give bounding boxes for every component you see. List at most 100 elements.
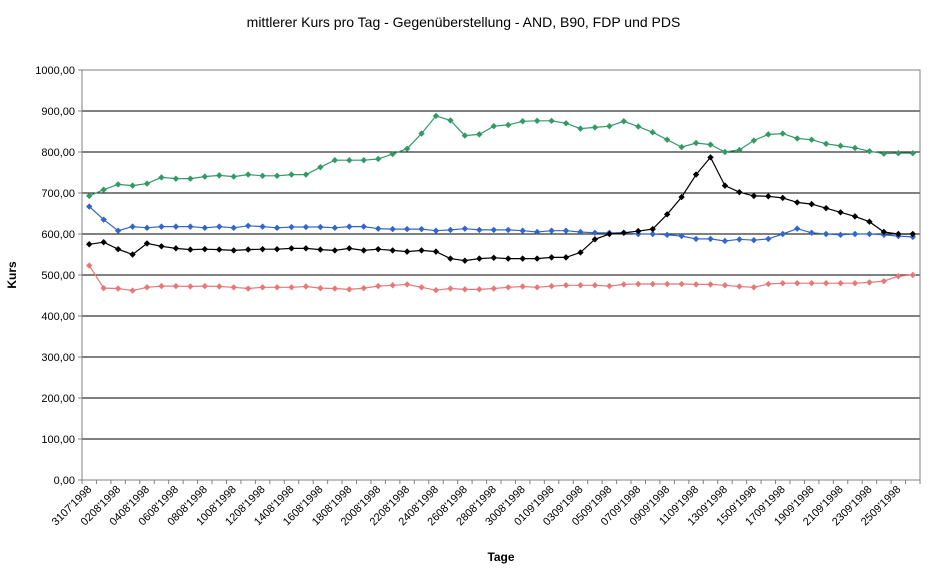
data-point — [302, 171, 310, 178]
data-point — [432, 248, 440, 255]
data-point — [721, 182, 729, 189]
y-tick-label: 700,00 — [41, 188, 75, 200]
data-point — [129, 182, 136, 189]
data-point — [244, 222, 252, 229]
data-point — [793, 135, 801, 142]
data-point — [692, 235, 700, 243]
data-point — [302, 245, 310, 252]
data-point — [288, 171, 295, 178]
data-point — [143, 240, 151, 247]
data-point — [244, 285, 252, 292]
data-point — [591, 124, 599, 131]
data-point — [317, 246, 324, 253]
data-point — [143, 180, 151, 187]
data-point — [866, 279, 873, 286]
data-point — [866, 218, 873, 225]
data-point — [606, 122, 613, 130]
data-point — [346, 223, 353, 230]
data-point — [649, 225, 656, 233]
data-point — [533, 255, 541, 262]
data-point — [750, 137, 758, 144]
data-point — [143, 224, 151, 232]
data-point — [577, 282, 584, 289]
data-point — [533, 117, 541, 125]
data-point — [707, 154, 714, 161]
data-point — [86, 203, 93, 210]
data-point — [721, 148, 729, 156]
data-point — [505, 226, 512, 234]
data-point — [447, 226, 454, 234]
data-point — [765, 131, 772, 138]
data-point — [895, 150, 902, 157]
data-point — [216, 223, 223, 230]
data-point — [389, 282, 396, 289]
data-point — [86, 192, 93, 200]
data-point — [259, 172, 266, 179]
x-axis-ticks: 3107'19980208'19980408'19980608'19980808… — [50, 480, 921, 528]
data-point — [432, 112, 440, 120]
data-point — [837, 142, 844, 150]
data-point — [360, 247, 367, 254]
y-tick-label: 300,00 — [41, 352, 75, 364]
data-point — [230, 247, 237, 254]
data-point — [244, 171, 252, 178]
data-point — [505, 284, 512, 291]
data-point — [779, 130, 786, 137]
data-point — [851, 230, 859, 238]
data-point — [331, 224, 339, 232]
data-point — [302, 223, 310, 231]
data-point — [476, 255, 483, 262]
series-2 — [86, 203, 916, 245]
data-point — [158, 243, 165, 250]
data-point — [721, 237, 729, 245]
data-point — [331, 285, 339, 292]
data-point — [533, 228, 541, 236]
data-point — [808, 200, 815, 208]
data-point — [562, 120, 570, 127]
data-point — [461, 286, 469, 293]
data-point — [837, 231, 844, 239]
data-point — [490, 122, 497, 130]
data-point — [476, 226, 483, 234]
data-point — [374, 245, 382, 253]
data-point — [505, 121, 512, 129]
data-point — [779, 194, 786, 202]
data-point — [750, 236, 758, 244]
y-tick-label: 100,00 — [41, 434, 75, 446]
data-point — [374, 225, 382, 232]
data-point — [548, 282, 555, 290]
data-point — [476, 286, 483, 293]
data-point — [577, 125, 584, 132]
data-point — [519, 118, 526, 125]
data-point — [678, 193, 685, 201]
data-point — [172, 245, 180, 252]
data-point — [273, 224, 281, 232]
data-point — [808, 229, 815, 236]
data-point — [880, 277, 888, 285]
y-axis-ticks: 0,00 100,00 200,00 300,00 400,00 500,00 600,00… — [35, 65, 82, 487]
y-tick-label: 900,00 — [41, 106, 75, 118]
data-point — [909, 230, 916, 238]
data-point — [100, 239, 107, 246]
data-point — [649, 280, 656, 288]
data-point — [259, 223, 266, 230]
data-point — [562, 282, 570, 289]
data-point — [403, 145, 411, 152]
data-point — [447, 255, 454, 262]
data-point — [562, 254, 570, 261]
data-point — [86, 241, 93, 248]
data-point — [461, 132, 469, 139]
data-point — [129, 223, 136, 230]
data-point — [490, 285, 497, 292]
series-line — [88, 265, 913, 292]
data-point — [114, 285, 122, 292]
data-point — [187, 283, 194, 290]
data-point — [346, 245, 353, 252]
data-point — [447, 285, 454, 292]
data-point — [418, 225, 425, 233]
data-point — [620, 281, 628, 288]
data-point — [490, 254, 497, 261]
data-point — [360, 223, 367, 230]
data-point — [374, 282, 382, 290]
data-point — [172, 223, 180, 230]
